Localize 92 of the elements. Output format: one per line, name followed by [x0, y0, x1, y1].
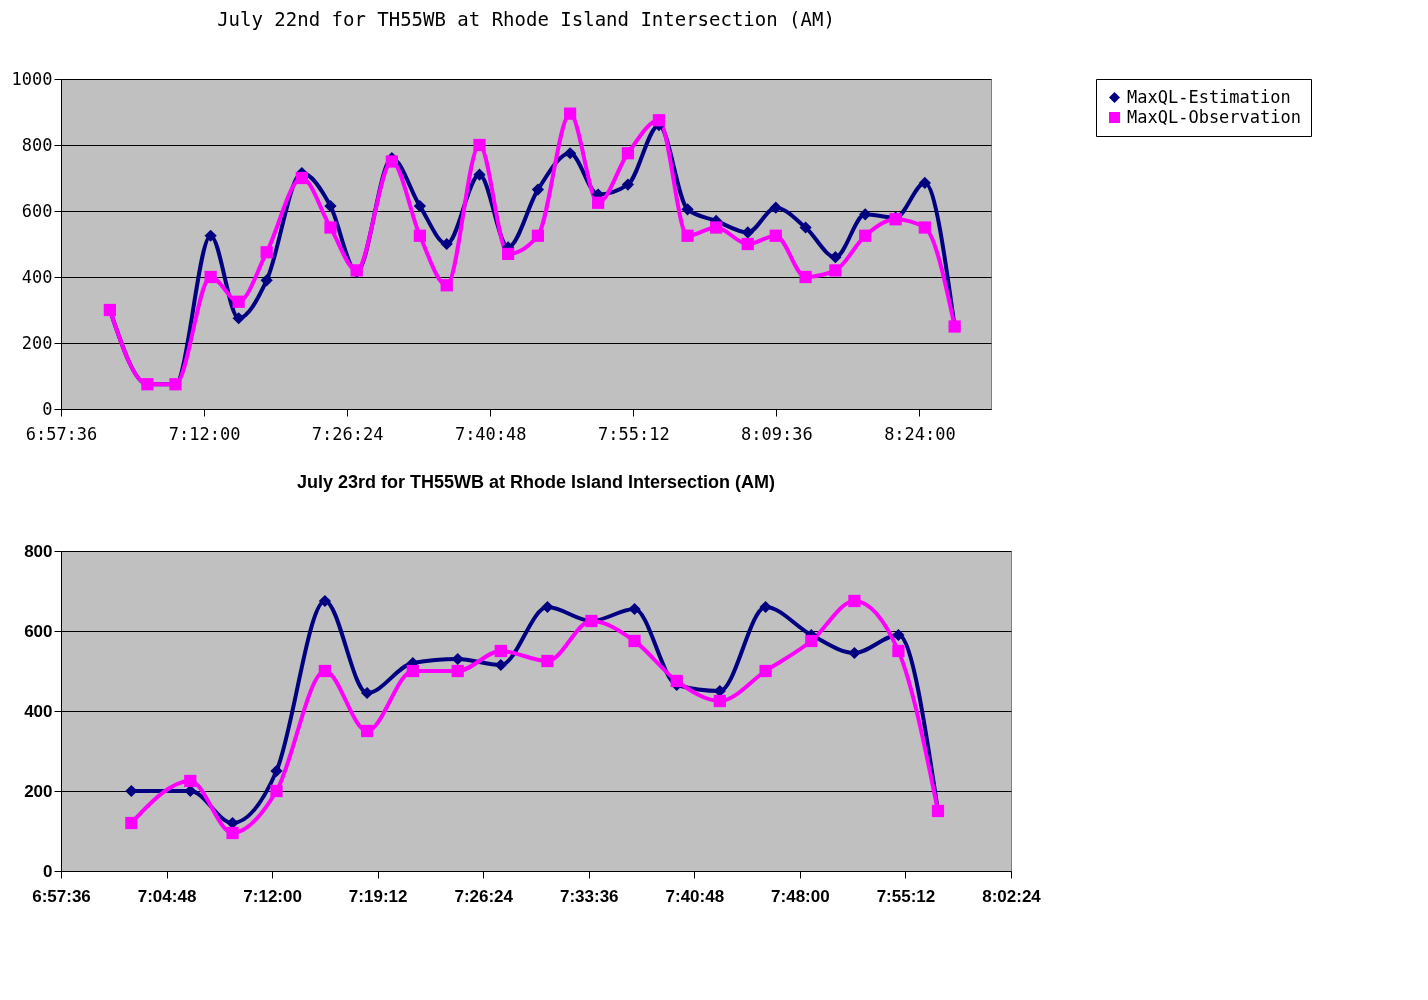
point — [494, 644, 507, 658]
point — [226, 826, 239, 840]
point — [232, 295, 245, 308]
point — [741, 226, 754, 239]
x-tick-label: 7:48:00 — [771, 886, 830, 906]
y-tick-label: 400 — [21, 266, 53, 287]
point — [563, 147, 577, 160]
y-tick-label: 1000 — [11, 68, 53, 89]
point — [270, 764, 283, 778]
point — [318, 594, 332, 608]
x-tick-label: 7:19:12 — [348, 886, 408, 906]
point — [413, 229, 427, 242]
point — [848, 594, 861, 608]
x-tick-label: 8:24:00 — [884, 423, 956, 444]
point — [440, 279, 453, 292]
point — [918, 176, 931, 190]
x-tick-label: 7:40:48 — [454, 423, 527, 444]
point — [713, 694, 726, 708]
point — [125, 784, 138, 798]
x-tick-label: 7:55:12 — [876, 886, 936, 906]
point — [204, 270, 217, 284]
x-tick-label: 8:09:36 — [741, 423, 813, 444]
x-tick-label: 7:26:24 — [454, 886, 514, 906]
point — [204, 229, 217, 242]
point — [681, 229, 694, 242]
point — [360, 724, 374, 738]
point — [406, 664, 419, 678]
point — [531, 183, 545, 196]
point — [628, 634, 641, 648]
y-tick-label: 600 — [21, 200, 53, 221]
point — [501, 247, 515, 261]
x-tick-label: 7:55:12 — [597, 423, 670, 444]
point — [918, 221, 931, 234]
chart-title: July 22nd for TH55WB at Rhode Island Intersection (AM) — [217, 8, 835, 30]
legend-label: MaxQL-Observation — [1127, 106, 1301, 127]
point — [859, 229, 872, 242]
point — [318, 664, 332, 678]
x-tick-label: 7:12:00 — [168, 423, 241, 444]
point — [531, 229, 545, 242]
point — [799, 270, 812, 284]
y-tick-label: 0 — [43, 861, 53, 881]
y-tick-label: 200 — [24, 781, 53, 801]
legend-label: MaxQL-Estimation — [1127, 86, 1291, 107]
point — [652, 114, 666, 127]
y-tick-label: 0 — [42, 398, 53, 419]
point — [769, 201, 782, 214]
point — [563, 107, 577, 120]
point — [232, 312, 245, 325]
x-tick-label: 7:12:00 — [243, 886, 302, 906]
chart-title: July 23rd for TH55WB at Rhode Island Intersection (AM) — [296, 472, 776, 492]
point — [628, 602, 641, 616]
point — [451, 652, 464, 666]
point — [260, 246, 273, 259]
point — [494, 658, 507, 672]
point — [848, 646, 861, 660]
y-tick-label: 400 — [24, 701, 53, 721]
point — [621, 147, 635, 160]
point — [805, 634, 818, 648]
point — [892, 628, 905, 642]
point — [473, 138, 486, 152]
y-tick-label: 800 — [21, 134, 53, 155]
point — [184, 774, 197, 788]
point — [769, 229, 782, 242]
point — [710, 221, 723, 234]
point — [621, 178, 635, 191]
point — [324, 199, 337, 213]
point — [892, 644, 905, 658]
x-tick-label: 8:02:24 — [982, 886, 1042, 906]
y-tick-label: 200 — [21, 332, 53, 353]
point — [270, 784, 283, 798]
point — [759, 664, 772, 678]
point — [759, 600, 772, 614]
point — [451, 664, 464, 678]
x-tick-label: 7:40:48 — [665, 886, 725, 906]
point — [541, 654, 554, 668]
x-tick-label: 7:33:36 — [559, 886, 619, 906]
point — [541, 600, 554, 614]
point — [295, 171, 308, 185]
point — [360, 686, 374, 700]
y-tick-label: 800 — [24, 541, 53, 561]
x-tick-label: 6:57:36 — [32, 886, 91, 906]
point — [125, 816, 138, 830]
point — [670, 674, 683, 688]
x-tick-label: 6:57:36 — [25, 423, 98, 444]
point — [741, 237, 754, 251]
point — [829, 251, 842, 264]
point — [413, 199, 427, 213]
x-tick-label: 7:04:48 — [137, 886, 197, 906]
y-tick-label: 600 — [24, 621, 53, 641]
point — [592, 196, 605, 209]
point — [440, 237, 453, 251]
x-tick-label: 7:26:24 — [311, 423, 384, 444]
